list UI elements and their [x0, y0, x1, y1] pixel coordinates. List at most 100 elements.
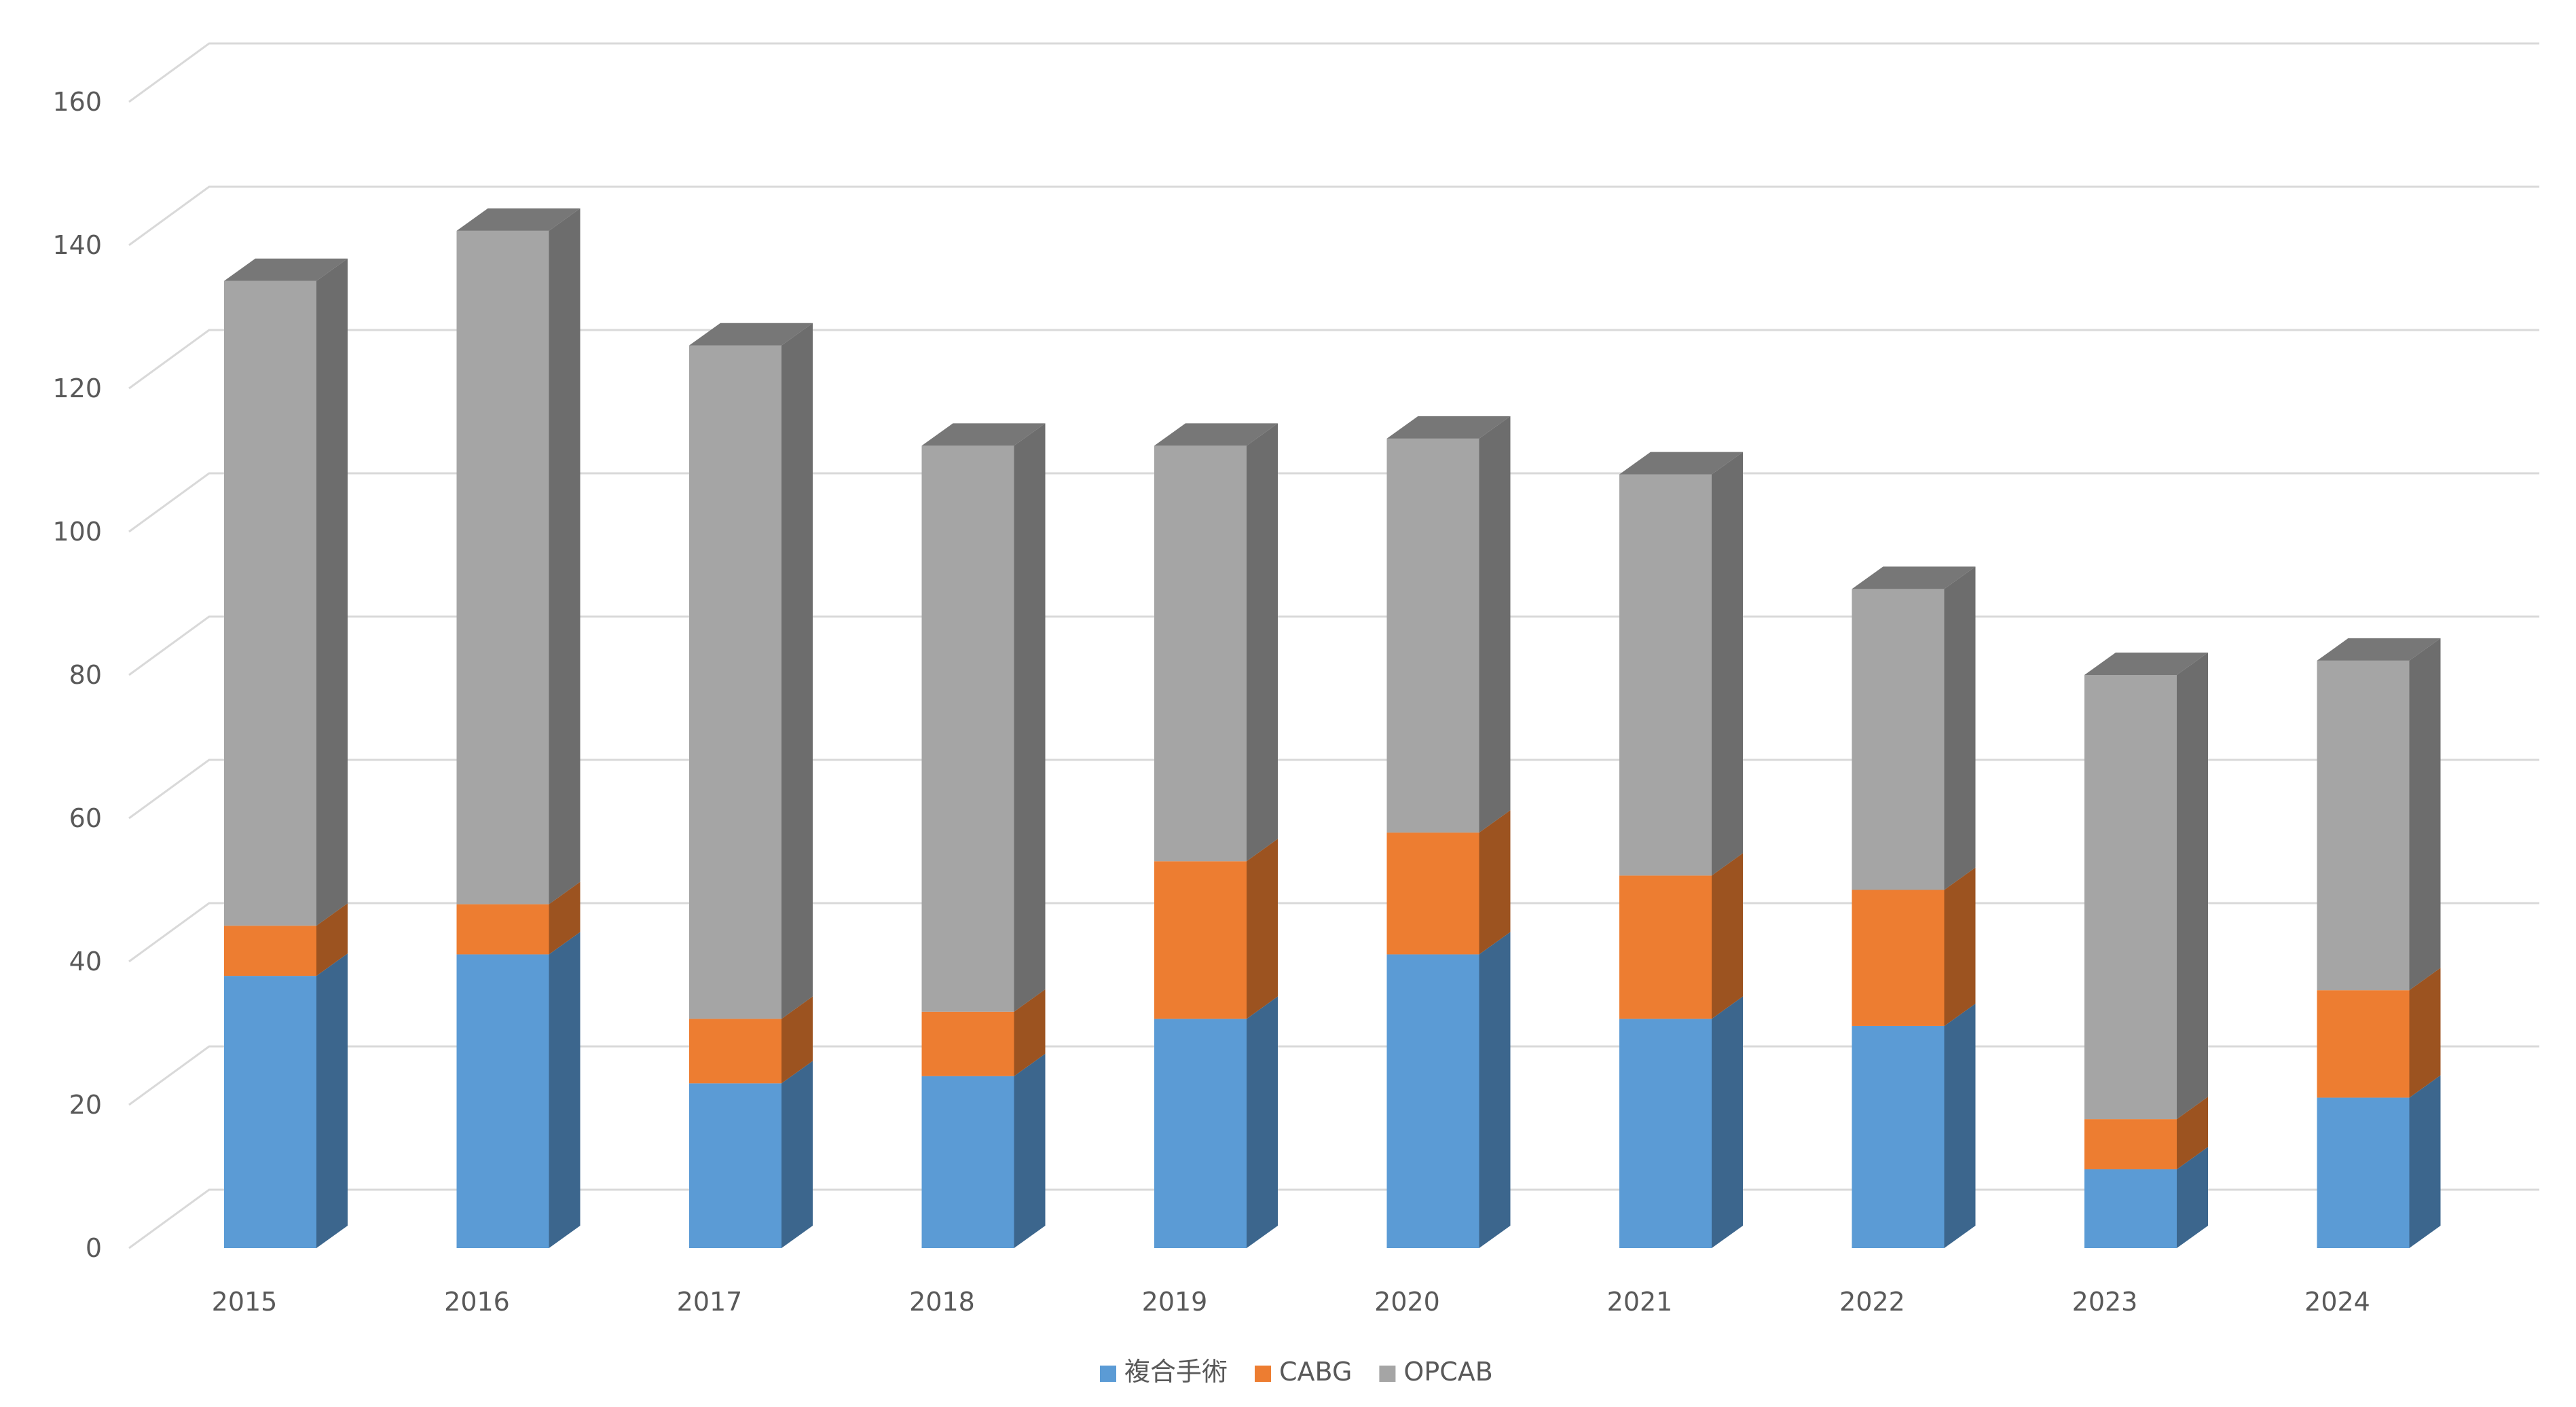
bar-segment-2017-series-2[interactable]: [689, 345, 781, 1019]
bar-top-2015: [224, 258, 348, 281]
bar-segment-2020-series-0[interactable]: [1386, 954, 1479, 1248]
bar-side-2016-series-1: [549, 881, 581, 955]
bar-segment-2017-series-1[interactable]: [689, 1019, 781, 1084]
y-tick-label: 120: [52, 373, 102, 403]
bar-segment-2022-series-2[interactable]: [1852, 589, 1945, 890]
bar-segment-2017-series-0[interactable]: [689, 1083, 781, 1248]
x-tick-label-2016: 2016: [444, 1287, 510, 1317]
bar-segment-2020-series-2[interactable]: [1386, 438, 1479, 833]
x-tick-label-2022: 2022: [1839, 1287, 1905, 1317]
bar-segment-2023-series-0[interactable]: [2084, 1169, 2177, 1248]
bar-side-2024-series-0: [2409, 1075, 2441, 1248]
bar-side-2020-series-1: [1479, 810, 1511, 955]
bar-side-2019-series-2: [1247, 423, 1278, 862]
bar-side-2015-series-0: [316, 953, 348, 1248]
bar-top-2021: [1619, 452, 1743, 475]
bar-side-2022-series-1: [1944, 867, 1976, 1026]
gridline-0: [128, 1188, 2539, 1249]
legend: 複合手術 CABG OPCAB: [1100, 1357, 1493, 1387]
x-tick-label-2023: 2023: [2072, 1287, 2138, 1317]
bars: [224, 208, 2441, 1248]
bar-side-2017-series-0: [781, 1061, 813, 1248]
bar-segment-2022-series-0[interactable]: [1852, 1025, 1945, 1248]
bar-segment-2018-series-1[interactable]: [921, 1011, 1014, 1076]
y-tick-label: 160: [52, 87, 102, 117]
bar-side-2016-series-2: [549, 208, 581, 904]
bar-segment-2023-series-1[interactable]: [2084, 1119, 2177, 1169]
bar-segment-2021-series-2[interactable]: [1619, 474, 1712, 876]
bar-segment-2018-series-0[interactable]: [921, 1076, 1014, 1248]
y-axis: 0 20 40 60 80 100 120 140 160: [52, 87, 102, 1263]
bar-side-2018-series-1: [1014, 989, 1046, 1076]
bar-top-2019: [1154, 423, 1278, 446]
bar-segment-2015-series-2[interactable]: [224, 280, 316, 926]
bar-segment-2015-series-0[interactable]: [224, 976, 316, 1248]
bar-group-2019: [1154, 423, 1278, 1248]
bar-segment-2024-series-2[interactable]: [2317, 660, 2410, 991]
legend-item-2[interactable]: OPCAB: [1379, 1357, 1493, 1387]
bar-top-2022: [1852, 566, 1976, 589]
x-tick-label-2019: 2019: [1142, 1287, 1208, 1317]
bar-segment-2016-series-2[interactable]: [456, 230, 549, 904]
x-tick-label-2020: 2020: [1374, 1287, 1440, 1317]
bar-segment-2019-series-2[interactable]: [1154, 445, 1247, 862]
bar-side-2023-series-0: [2177, 1146, 2208, 1248]
bar-side-2021-series-2: [1712, 452, 1743, 876]
legend-swatch: [1100, 1366, 1116, 1382]
legend-swatch: [1379, 1366, 1396, 1382]
bar-segment-2023-series-2[interactable]: [2084, 675, 2177, 1120]
bar-side-2019-series-1: [1247, 839, 1278, 1019]
bar-segment-2019-series-1[interactable]: [1154, 861, 1247, 1019]
bar-segment-2016-series-1[interactable]: [456, 904, 549, 955]
bar-segment-2015-series-1[interactable]: [224, 926, 316, 976]
bar-group-2015: [224, 258, 348, 1248]
bar-top-2017: [689, 323, 813, 346]
bar-side-2015-series-1: [316, 903, 348, 976]
bar-side-2021-series-0: [1712, 996, 1743, 1248]
y-tick-label: 40: [69, 947, 102, 976]
bar-group-2023: [2084, 653, 2208, 1248]
bar-side-2017-series-2: [781, 323, 813, 1019]
bar-segment-2024-series-0[interactable]: [2317, 1097, 2410, 1248]
bar-group-2022: [1852, 566, 1976, 1248]
bar-segment-2022-series-1[interactable]: [1852, 890, 1945, 1026]
legend-item-1[interactable]: CABG: [1255, 1357, 1352, 1387]
legend-label: CABG: [1279, 1357, 1352, 1387]
legend-label: 複合手術: [1124, 1357, 1228, 1387]
x-tick-label-2021: 2021: [1607, 1287, 1673, 1317]
bar-top-2024: [2317, 638, 2441, 661]
bar-side-2020-series-0: [1479, 932, 1511, 1248]
x-tick-label-2017: 2017: [677, 1287, 743, 1317]
legend-label: OPCAB: [1403, 1357, 1492, 1387]
bar-segment-2021-series-0[interactable]: [1619, 1019, 1712, 1248]
bar-side-2024-series-1: [2409, 968, 2441, 1098]
x-axis: 2015 2016 2017 2018 2019 2020 2021 2022 2023 2024: [212, 1287, 2370, 1317]
bar-segment-2016-series-0[interactable]: [456, 954, 549, 1248]
bar-group-2021: [1619, 452, 1743, 1248]
y-tick-label: 20: [69, 1090, 102, 1120]
legend-swatch: [1255, 1366, 1272, 1382]
bar-segment-2024-series-1[interactable]: [2317, 990, 2410, 1098]
bar-group-2017: [689, 323, 813, 1248]
bar-segment-2018-series-2[interactable]: [921, 445, 1014, 1012]
bar-segment-2019-series-0[interactable]: [1154, 1019, 1247, 1248]
gridline-140: [128, 185, 2539, 246]
y-tick-label: 80: [69, 660, 102, 690]
bar-side-2016-series-0: [549, 932, 581, 1248]
bar-segment-2021-series-1[interactable]: [1619, 875, 1712, 1019]
gridline-80: [128, 615, 2539, 676]
legend-item-0[interactable]: 複合手術: [1100, 1357, 1228, 1387]
gridlines: [128, 42, 2539, 1249]
bar-side-2022-series-0: [1944, 1003, 1976, 1248]
bar-top-2023: [2084, 653, 2208, 675]
bar-side-2024-series-2: [2409, 638, 2441, 991]
bar-side-2020-series-2: [1479, 416, 1511, 833]
bar-top-2018: [921, 423, 1046, 446]
x-tick-label-2015: 2015: [212, 1287, 278, 1317]
x-tick-label-2024: 2024: [2304, 1287, 2370, 1317]
bar-segment-2020-series-1[interactable]: [1386, 833, 1479, 955]
bar-side-2021-series-1: [1712, 853, 1743, 1019]
bar-side-2022-series-2: [1944, 566, 1976, 890]
